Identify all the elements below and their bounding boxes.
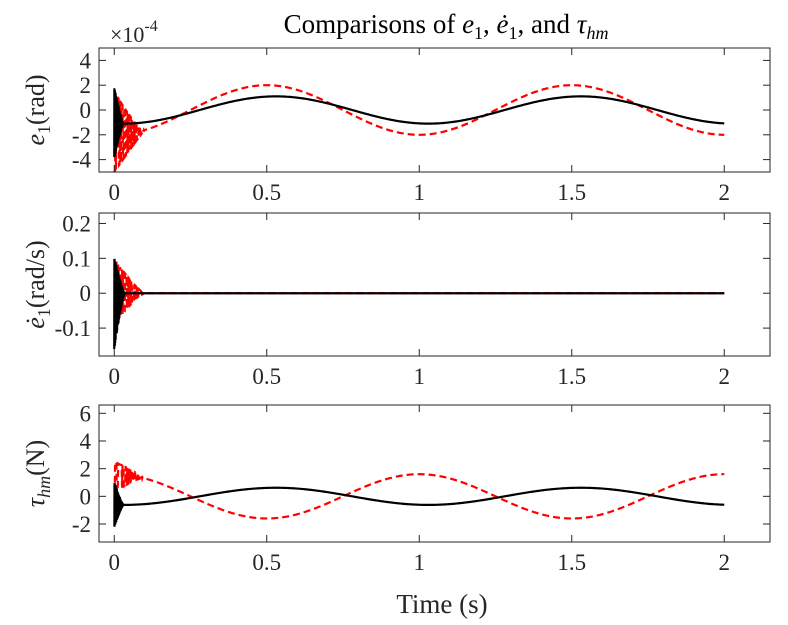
series-line-tau-b — [113, 460, 725, 520]
y-tick-label-tau: -2 — [72, 512, 91, 537]
y-tick-label-e1: -4 — [72, 148, 92, 173]
axes-box-e1dot — [98, 212, 771, 357]
y-tick-label-tau: 6 — [80, 401, 92, 426]
y-axis-label-e1: e1(rad) — [21, 74, 54, 145]
subplot-e1dot: 0 0.5 1 1.5 2 -0.1 0 0.1 0.2 ė1(rad/s) — [21, 211, 771, 389]
x-tick-label-e1dot: 1 — [414, 364, 426, 389]
y-tick-label-e1dot: 0.1 — [62, 246, 91, 271]
y-tick-label-tau: 0 — [80, 484, 92, 509]
chart-title: Comparisons of e1, ė1, and τhm — [284, 9, 609, 43]
y-axis-label-tau: τhm(N) — [21, 440, 54, 507]
y-tick-label-tau: 2 — [80, 457, 92, 482]
y-tick-label-tau: 4 — [80, 429, 92, 454]
axes-box-tau — [98, 404, 771, 543]
y-axis-label-e1dot: ė1(rad/s) — [21, 240, 54, 328]
y-tick-label-e1dot: 0 — [80, 281, 92, 306]
y-tick-label-e1: 4 — [80, 48, 92, 73]
x-tick-label-e1dot: 2 — [719, 364, 731, 389]
x-tick-label-e1: 1 — [414, 180, 426, 205]
y-tick-label-e1: -2 — [72, 123, 91, 148]
x-tick-label-e1: 2 — [719, 180, 731, 205]
y-tick-label-e1dot: 0.2 — [62, 211, 91, 236]
x-tick-label-e1dot: 0 — [109, 364, 121, 389]
series-line-e1-b — [113, 84, 725, 172]
series-line-e1dot-a — [113, 258, 725, 350]
y-tick-label-e1: 0 — [80, 98, 92, 123]
y-tick-label-e1dot: -0.1 — [55, 316, 91, 341]
exponent-label: ×10-4 — [110, 18, 158, 47]
x-tick-label-e1: 0 — [109, 180, 121, 205]
y-tick-label-e1: 2 — [80, 73, 92, 98]
x-tick-label-tau: 1.5 — [557, 550, 586, 575]
x-tick-label-tau: 1 — [414, 550, 426, 575]
x-tick-label-tau: 0.5 — [252, 550, 281, 575]
x-tick-label-tau: 2 — [719, 550, 731, 575]
x-tick-label-e1dot: 0.5 — [252, 364, 281, 389]
x-tick-label-tau: 0 — [109, 550, 121, 575]
x-tick-label-e1: 1.5 — [557, 180, 586, 205]
x-axis-label: Time (s) — [396, 589, 487, 619]
x-tick-label-e1dot: 1.5 — [557, 364, 586, 389]
series-line-tau-a — [113, 482, 725, 528]
series-line-e1-a — [113, 88, 725, 158]
x-tick-label-e1: 0.5 — [252, 180, 281, 205]
